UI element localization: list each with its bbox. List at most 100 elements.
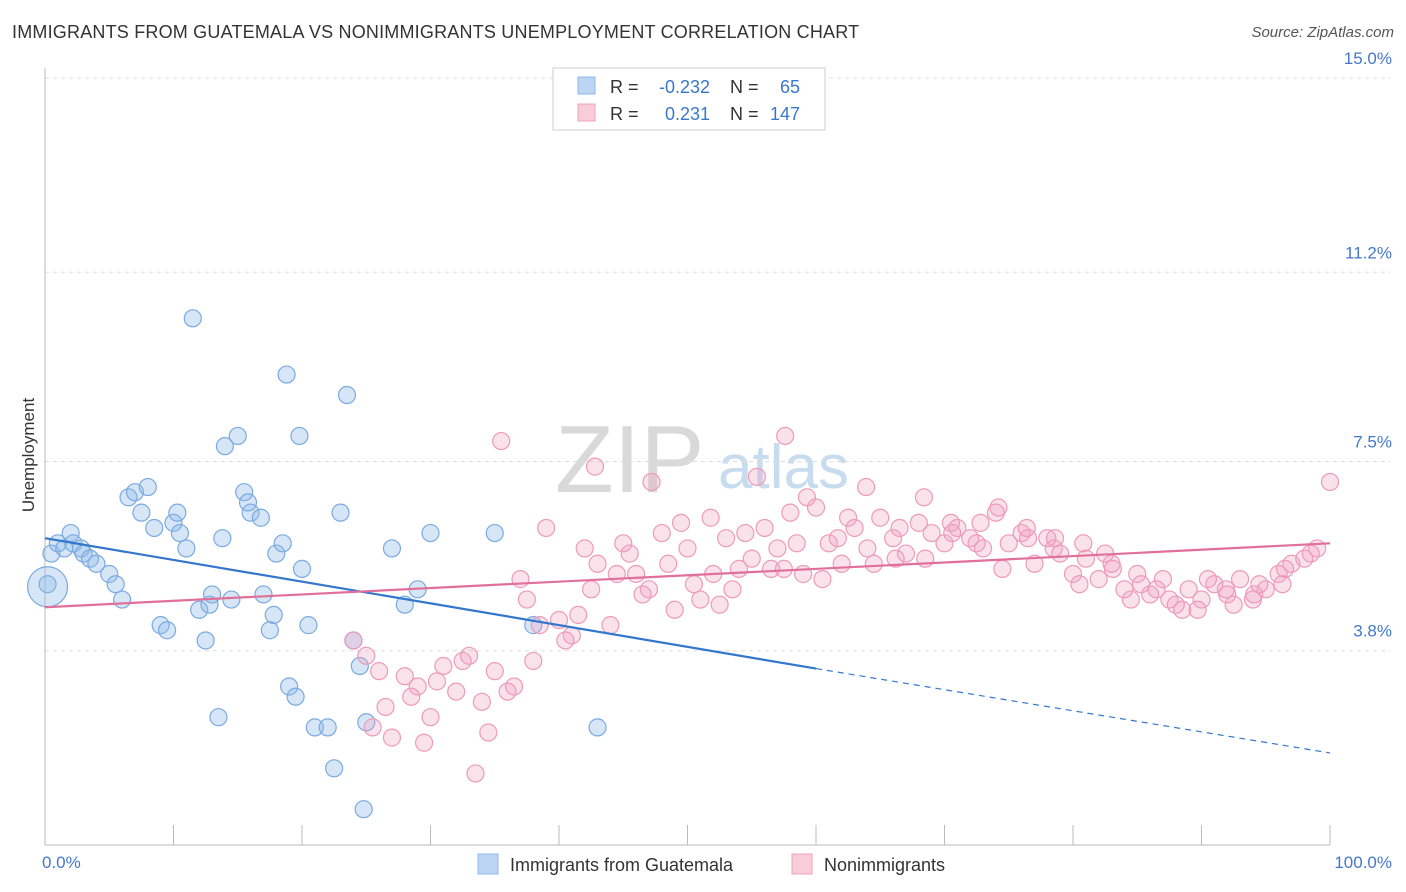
point-nonimmigrant — [736, 523, 755, 543]
point-nonimmigrant — [402, 687, 421, 706]
point-nonimmigrant — [479, 723, 498, 742]
point-nonimmigrant — [1128, 564, 1147, 584]
point-nonimmigrant — [376, 697, 395, 717]
point-nonimmigrant — [504, 677, 524, 696]
stats-r-label-1: R = — [610, 77, 639, 97]
point-nonimmigrant — [1188, 600, 1207, 619]
point-nonimmigrant — [914, 488, 934, 507]
point-nonimmigrant — [642, 472, 661, 492]
point-guatemala — [170, 523, 190, 543]
point-nonimmigrant — [806, 498, 826, 517]
point-guatemala — [213, 529, 232, 548]
y-tick-labels: 3.8% 7.5% 11.2% 15.0% — [1344, 49, 1392, 641]
point-nonimmigrant — [1025, 554, 1044, 573]
point-nonimmigrant — [774, 559, 793, 578]
point-guatemala — [209, 708, 228, 727]
point-nonimmigrant — [755, 518, 774, 538]
stats-swatch-pink — [577, 103, 596, 122]
point-nonimmigrant — [1074, 534, 1093, 553]
point-nonimmigrant — [585, 457, 605, 476]
trend-line-nonimmigrants — [44, 542, 1331, 609]
point-nonimmigrant — [569, 605, 588, 625]
point-guatemala — [382, 539, 402, 558]
stats-r-value-1: -0.232 — [659, 77, 710, 97]
point-nonimmigrant — [408, 677, 427, 696]
chart-title: IMMIGRANTS FROM GUATEMALA VS NONIMMIGRAN… — [12, 22, 860, 42]
point-nonimmigrant — [1160, 590, 1179, 609]
point-guatemala — [299, 616, 318, 635]
point-guatemala — [280, 677, 299, 696]
axes — [44, 68, 1331, 846]
point-guatemala — [183, 309, 202, 328]
stats-n-label-2: N = — [730, 104, 759, 124]
trend-lines — [44, 537, 1331, 754]
point-nonimmigrant — [524, 651, 543, 671]
point-nonimmigrant — [845, 518, 864, 538]
stats-swatch-blue — [577, 76, 596, 95]
legend-label-nonimmigrants: Nonimmigrants — [824, 855, 945, 875]
legend: Immigrants from Guatemala Nonimmigrants — [477, 853, 945, 875]
point-nonimmigrant — [1070, 575, 1089, 594]
point-nonimmigrant — [999, 534, 1018, 553]
point-nonimmigrant — [684, 575, 704, 594]
point-nonimmigrant — [691, 590, 710, 609]
point-guatemala — [286, 687, 305, 706]
point-nonimmigrant — [886, 549, 905, 568]
watermark: ZIP atlas — [555, 406, 849, 513]
point-nonimmigrant — [395, 667, 414, 686]
point-guatemala — [145, 518, 164, 538]
point-guatemala — [350, 656, 369, 676]
point-nonimmigrant — [421, 708, 440, 727]
point-nonimmigrant — [1320, 472, 1340, 492]
point-nonimmigrant — [517, 590, 536, 609]
point-nonimmigrant — [492, 431, 511, 451]
stats-n-value-1: 65 — [780, 77, 800, 97]
point-guatemala — [112, 590, 132, 609]
point-nonimmigrant — [989, 498, 1008, 517]
point-guatemala — [277, 365, 296, 384]
point-guatemala — [157, 621, 177, 640]
point-guatemala — [292, 559, 312, 578]
point-nonimmigrant — [828, 529, 847, 548]
point-nonimmigrant — [382, 728, 402, 747]
point-nonimmigrant — [453, 651, 472, 671]
point-nonimmigrant — [1179, 580, 1198, 599]
point-nonimmigrant — [922, 523, 941, 543]
point-nonimmigrant — [1230, 570, 1250, 589]
point-nonimmigrant — [794, 564, 813, 584]
point-guatemala-large — [26, 566, 69, 608]
point-nonimmigrant — [813, 570, 832, 589]
y-tick-label: 11.2% — [1345, 243, 1392, 262]
point-nonimmigrant — [832, 554, 851, 573]
point-nonimmigrant — [716, 529, 736, 548]
point-guatemala — [354, 800, 373, 819]
point-nonimmigrant — [1273, 575, 1292, 594]
trend-line-guatemala — [44, 537, 817, 670]
point-nonimmigrant — [414, 733, 434, 752]
point-nonimmigrant — [890, 518, 909, 538]
point-nonimmigrant — [1173, 600, 1192, 619]
point-nonimmigrant — [896, 544, 916, 563]
y-axis-label: Unemployment — [19, 398, 38, 513]
point-nonimmigrant — [466, 764, 485, 783]
point-guatemala — [238, 493, 258, 512]
stats-r-label-2: R = — [610, 104, 639, 124]
x-tick-labels: 0.0% 100.0% — [42, 853, 1392, 872]
point-nonimmigrant — [986, 503, 1006, 522]
point-nonimmigrant — [357, 646, 376, 665]
point-guatemala — [251, 508, 270, 527]
point-nonimmigrant — [427, 672, 447, 691]
point-nonimmigrant — [858, 539, 877, 558]
point-guatemala — [100, 564, 119, 584]
point-guatemala — [87, 554, 106, 573]
watermark-zip: ZIP — [555, 406, 704, 513]
point-nonimmigrant — [575, 539, 594, 558]
point-nonimmigrant — [678, 539, 697, 558]
point-guatemala — [132, 503, 151, 522]
point-nonimmigrant — [1216, 580, 1236, 599]
point-guatemala — [264, 605, 283, 625]
y-tick-label: 15.0% — [1344, 49, 1392, 68]
point-nonimmigrant — [701, 508, 720, 527]
point-nonimmigrant — [747, 467, 766, 486]
